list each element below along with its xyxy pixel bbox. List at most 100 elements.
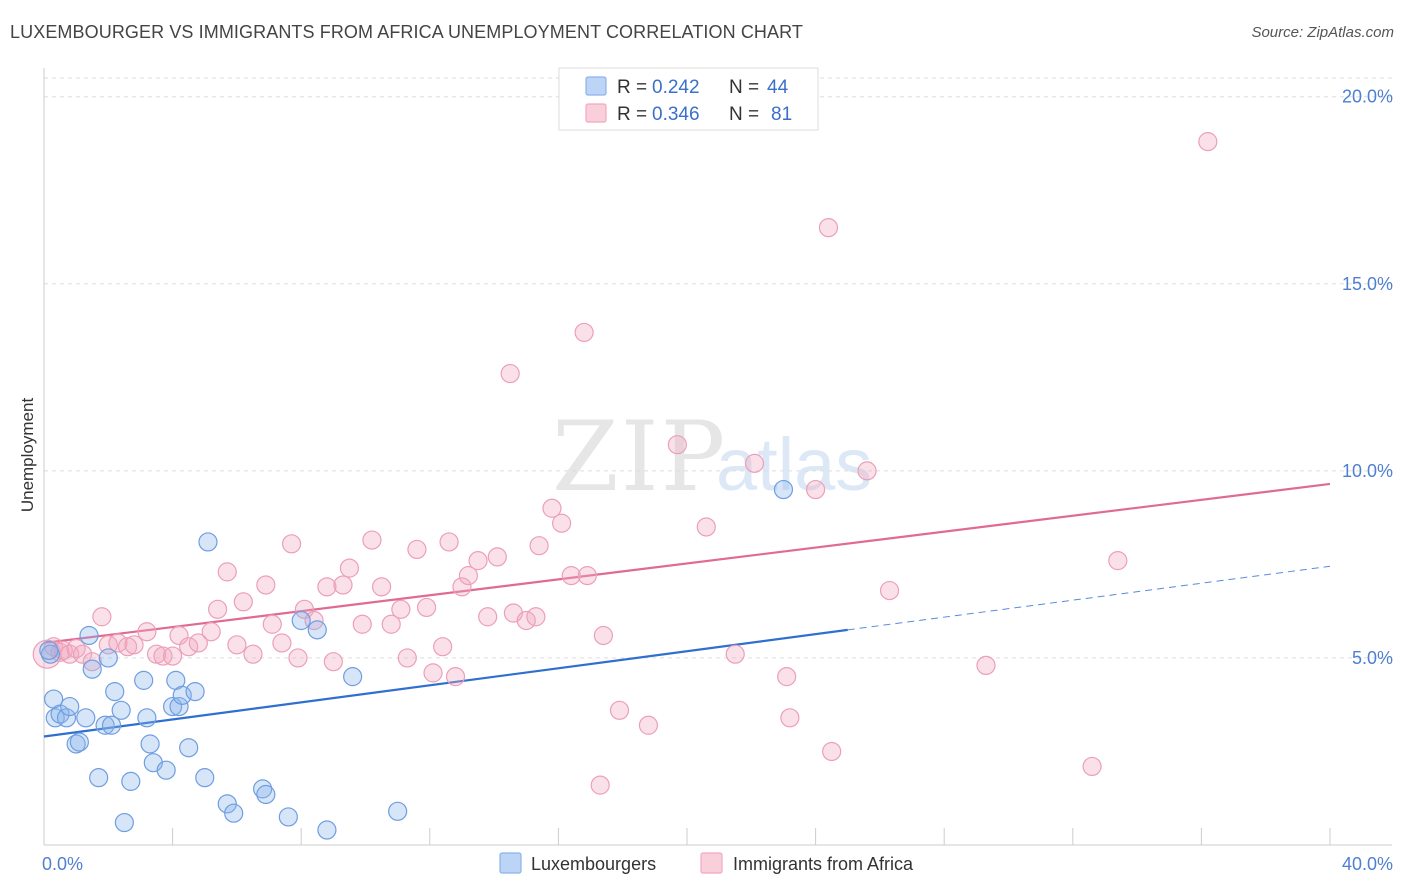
point-immigrants-26	[256, 575, 276, 595]
point-immigrants-29	[281, 534, 302, 554]
point-luxembourgers-37	[291, 610, 311, 631]
point-immigrants-22	[217, 562, 237, 582]
point-luxembourgers-6	[66, 734, 86, 754]
point-immigrants-61	[561, 566, 581, 586]
point-immigrants-43	[407, 539, 427, 560]
point-luxembourgers-41	[388, 801, 408, 821]
point-luxembourgers-43	[39, 640, 59, 661]
point-immigrants-63	[577, 566, 597, 586]
point-immigrants-23	[227, 635, 247, 655]
point-immigrants-58	[529, 536, 549, 556]
point-immigrants-72	[777, 667, 797, 687]
series-legend: Luxembourgers Immigrants from Africa	[499, 852, 914, 874]
point-immigrants-68	[667, 435, 687, 455]
point-luxembourgers-7	[69, 732, 89, 752]
y-tick-label-15: 15.0%	[1342, 274, 1393, 294]
point-immigrants-40	[381, 614, 401, 634]
point-immigrants-42	[397, 648, 417, 668]
trend-line-luxembourgers-extension	[847, 565, 1331, 631]
trend-lines	[43, 482, 1331, 738]
point-immigrants-28	[272, 633, 292, 653]
legend-r-label-1: R =	[617, 77, 647, 98]
point-luxembourgers-39	[317, 820, 337, 840]
bottom-legend-luxembourgers: Luxembourgers	[531, 854, 656, 874]
point-immigrants-54	[500, 363, 520, 384]
bottom-legend-swatch-immigrants	[700, 852, 723, 874]
point-immigrants-18	[179, 637, 199, 657]
legend-r-value-1: 0.242	[652, 77, 700, 98]
y-tick-label-20: 20.0%	[1342, 87, 1393, 107]
legend-n-value-1: 44	[767, 77, 789, 98]
point-luxembourgers-12	[95, 715, 115, 735]
point-immigrants-51	[468, 551, 488, 571]
point-immigrants-46	[433, 637, 453, 657]
point-luxembourgers-21	[140, 734, 160, 754]
point-immigrants-16	[163, 646, 183, 666]
point-luxembourgers-13	[98, 648, 118, 668]
point-luxembourgers-36	[278, 807, 298, 827]
point-luxembourgers-42	[773, 479, 794, 500]
point-luxembourgers-33	[224, 803, 244, 823]
point-luxembourgers-20	[137, 708, 157, 728]
point-immigrants-13	[137, 622, 157, 642]
legend-n-value-2: 81	[771, 104, 792, 125]
legend-n-label-2: N =	[729, 104, 759, 125]
point-luxembourgers-27	[172, 685, 192, 705]
point-immigrants-49	[452, 577, 472, 597]
point-immigrants-39	[371, 577, 392, 597]
trend-line-immigrants-from-africa	[43, 482, 1331, 645]
legend-swatch-luxembourgers	[585, 76, 607, 96]
point-luxembourgers-18	[121, 771, 141, 791]
point-immigrants-20	[201, 622, 221, 642]
point-luxembourgers-31	[198, 532, 218, 552]
point-luxembourgers-29	[185, 681, 205, 702]
point-immigrants-62	[574, 322, 594, 343]
point-immigrants-35	[333, 575, 353, 595]
legend-r-label-2: R =	[617, 104, 647, 125]
chart-title: LUXEMBOURGER VS IMMIGRANTS FROM AFRICA U…	[10, 22, 803, 42]
point-luxembourgers-38	[307, 620, 327, 640]
point-immigrants-6	[72, 644, 93, 664]
point-immigrants-59	[542, 498, 562, 518]
point-luxembourgers-11	[89, 768, 109, 788]
point-immigrants-27	[262, 614, 282, 634]
point-luxembourgers-14	[101, 715, 122, 735]
bottom-legend-swatch-luxembourgers	[499, 852, 522, 874]
point-immigrants-48	[445, 667, 466, 687]
point-immigrants-37	[352, 614, 372, 634]
point-immigrants-38	[362, 530, 382, 550]
point-immigrants-70	[725, 644, 745, 664]
watermark-atlas: atlas	[716, 423, 872, 506]
legend-r-value-2: 0.346	[652, 104, 700, 125]
grid-lines	[44, 77, 1392, 659]
point-immigrants-80	[1082, 756, 1102, 777]
point-luxembourgers-9	[79, 625, 99, 646]
point-luxembourgers-15	[105, 681, 125, 702]
point-immigrants-36	[339, 558, 360, 578]
point-luxembourgers-19	[134, 670, 154, 690]
point-immigrants-10	[108, 633, 128, 653]
point-immigrants-24	[233, 592, 253, 612]
point-immigrants-76	[822, 741, 842, 762]
point-immigrants-11	[117, 637, 138, 657]
point-immigrants-71	[744, 453, 765, 473]
point-luxembourgers-32	[217, 794, 237, 814]
point-immigrants-15	[153, 646, 173, 666]
point-immigrants-7	[82, 652, 102, 672]
axes	[43, 68, 1392, 846]
point-luxembourgers-35	[256, 784, 276, 805]
point-immigrants-65	[593, 625, 614, 646]
point-immigrants-73	[780, 708, 800, 728]
legend-swatch-immigrants	[585, 103, 607, 123]
bottom-legend-immigrants: Immigrants from Africa	[733, 854, 914, 874]
point-immigrants-77	[857, 461, 877, 481]
source-credit: Source: ZipAtlas.com	[1251, 24, 1394, 41]
point-luxembourgers-4	[56, 708, 77, 728]
point-immigrants-79	[976, 655, 996, 676]
point-immigrants-56	[516, 610, 536, 631]
point-luxembourgers-30	[195, 768, 215, 788]
point-luxembourgers-5	[60, 696, 80, 717]
point-immigrants-9	[98, 635, 118, 655]
legend-n-label-1: N =	[729, 77, 759, 98]
